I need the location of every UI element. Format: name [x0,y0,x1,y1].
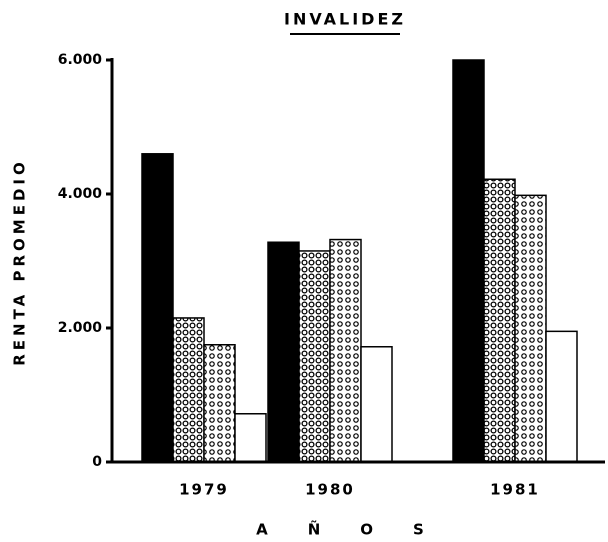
bar [514,194,547,463]
y-tick-label: 6.000 [58,52,103,68]
x-tick-label: 1981 [490,481,540,499]
bar [203,344,236,463]
bar [329,238,362,463]
bar [234,413,267,463]
y-axis-label: RENTA PROMEDIO [11,158,29,366]
y-tick-label: 0 [92,454,102,470]
x-axis-label: AÑOS [256,520,464,539]
bar [141,153,174,463]
bar [483,178,516,463]
bar [360,346,393,463]
bar [172,317,205,463]
bar [267,241,300,463]
bar [452,59,485,463]
bar [298,250,331,463]
bar [545,330,578,463]
x-tick-label: 1979 [179,481,229,499]
y-tick-label: 4.000 [58,186,103,202]
y-tick-label: 2.000 [58,320,103,336]
x-tick-label: 1980 [305,481,355,499]
chart-title: INVALIDEZ [284,10,406,29]
